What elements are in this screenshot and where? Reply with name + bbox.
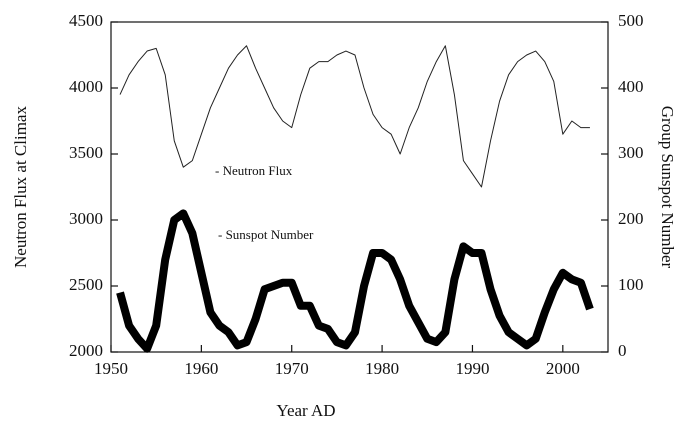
x-tick-label: 1990 <box>455 359 489 378</box>
annotation: - Neutron Flux <box>215 163 293 178</box>
y2-tick-label: 500 <box>618 11 644 30</box>
data-line <box>119 45 590 188</box>
y-tick-label: 2500 <box>69 275 103 294</box>
annotation: - Sunspot Number <box>218 227 314 242</box>
x-tick-label: 1980 <box>365 359 399 378</box>
y-tick-label: 2000 <box>69 341 103 360</box>
y2-axis-label: Group Sunspot Number <box>658 106 675 269</box>
x-tick-label: 1970 <box>275 359 309 378</box>
plot-frame <box>110 21 609 353</box>
y2-tick-label: 100 <box>618 275 644 294</box>
y2-tick-label: 200 <box>618 209 644 228</box>
x-axis-label: Year AD <box>276 401 335 420</box>
x-tick-label: 1960 <box>184 359 218 378</box>
y-tick-label: 3500 <box>69 143 103 162</box>
data-line <box>116 209 594 353</box>
y2-tick-label: 400 <box>618 77 644 96</box>
y2-tick-label: 300 <box>618 143 644 162</box>
y-tick-label: 4000 <box>69 77 103 96</box>
y-tick-label: 4500 <box>69 11 103 30</box>
x-tick-label: 1950 <box>94 359 128 378</box>
y-axis-label: Neutron Flux at Climax <box>11 106 30 268</box>
y2-tick-label: 0 <box>618 341 627 360</box>
x-tick-label: 2000 <box>546 359 580 378</box>
y-tick-label: 3000 <box>69 209 103 228</box>
